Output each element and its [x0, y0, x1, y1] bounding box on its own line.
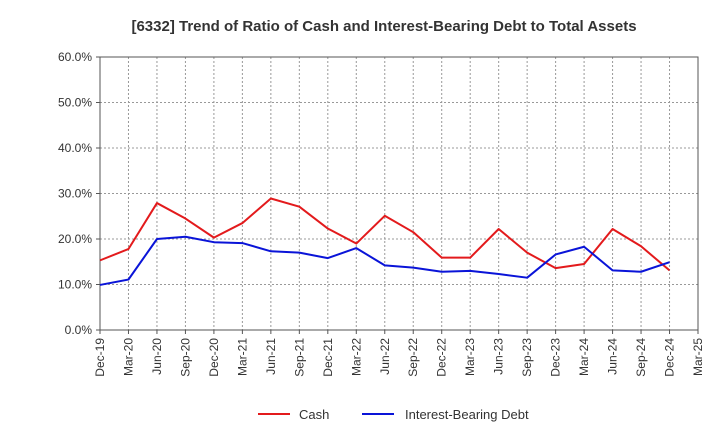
y-tick-label: 40.0%: [58, 141, 92, 155]
series: [99, 197, 671, 286]
x-tick-label: Jun-21: [264, 338, 278, 375]
x-tick-label: Dec-21: [321, 338, 335, 377]
x-tick-label: Dec-20: [207, 338, 221, 377]
y-tick-label: 20.0%: [58, 232, 92, 246]
x-tick-label: Mar-21: [235, 338, 249, 376]
x-tick-label: Sep-21: [292, 338, 306, 377]
x-tick-label: Jun-20: [150, 338, 164, 375]
legend-label: Cash: [299, 407, 329, 422]
legend-label: Interest-Bearing Debt: [405, 407, 529, 422]
x-tick-label: Mar-25: [691, 338, 705, 376]
x-tick-label: Dec-19: [93, 338, 107, 377]
x-tick-label: Jun-23: [492, 338, 506, 375]
y-tick-label: 60.0%: [58, 50, 92, 64]
y-tick-label: 0.0%: [65, 323, 93, 337]
x-tick-label: Dec-24: [663, 338, 677, 377]
y-tick-label: 50.0%: [58, 96, 92, 110]
legend-item-cash: Cash: [258, 407, 329, 422]
x-tick-label: Dec-22: [435, 338, 449, 377]
x-tick-label: Jun-22: [378, 338, 392, 375]
y-tick-label: 30.0%: [58, 187, 92, 201]
plot-area: [100, 57, 698, 330]
x-tick-label: Sep-23: [520, 338, 534, 377]
x-tick-label: Mar-20: [121, 338, 135, 376]
grid: [100, 57, 698, 330]
legend: Cash Interest-Bearing Debt: [258, 407, 529, 422]
x-tick-label: Sep-22: [406, 338, 420, 377]
y-tick-label: 10.0%: [58, 278, 92, 292]
x-tick-label: Jun-24: [606, 338, 620, 375]
x-tick-label: Sep-20: [178, 338, 192, 377]
x-tick-label: Sep-24: [634, 338, 648, 377]
x-tick-label: Dec-23: [549, 338, 563, 377]
chart-title: [6332] Trend of Ratio of Cash and Intere…: [131, 18, 636, 35]
series-line-interest-bearing-debt: [99, 235, 670, 286]
x-tick-label: Mar-23: [463, 338, 477, 376]
x-tick-label: Mar-22: [349, 338, 363, 376]
x-tick-label: Mar-24: [577, 338, 591, 376]
axes: 0.0% 10.0% 20.0% 30.0% 40.0% 50.0% 60.0% Dec-19…: [58, 50, 705, 377]
legend-item-interest-bearing-debt: Interest-Bearing Debt: [362, 407, 529, 422]
series-line-cash: [99, 197, 671, 272]
